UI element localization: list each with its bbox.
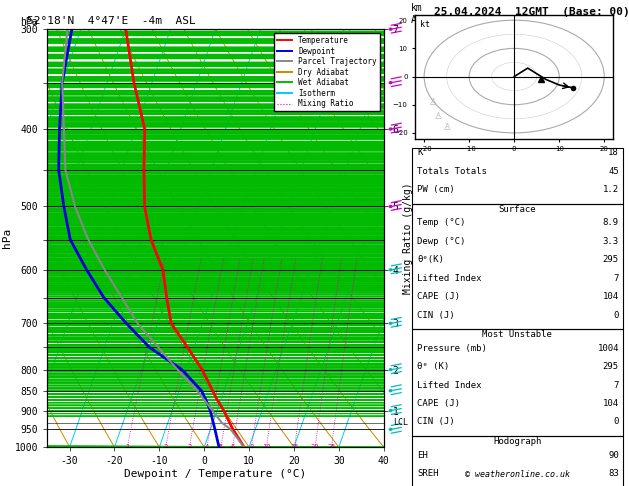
Text: Totals Totals: Totals Totals	[417, 167, 487, 176]
Text: 0: 0	[613, 417, 619, 427]
Text: CAPE (J): CAPE (J)	[417, 399, 460, 408]
Text: kt: kt	[420, 20, 430, 29]
Y-axis label: hPa: hPa	[2, 228, 12, 248]
Text: 15: 15	[290, 444, 299, 450]
Text: 25: 25	[327, 444, 336, 450]
Text: CIN (J): CIN (J)	[417, 311, 455, 320]
Text: 295: 295	[603, 255, 619, 264]
Text: © weatheronline.co.uk: © weatheronline.co.uk	[465, 469, 570, 479]
Text: 45: 45	[608, 167, 619, 176]
Text: θᵉ (K): θᵉ (K)	[417, 362, 449, 371]
Text: Hodograph: Hodograph	[493, 437, 542, 446]
Text: CAPE (J): CAPE (J)	[417, 292, 460, 301]
X-axis label: Dewpoint / Temperature (°C): Dewpoint / Temperature (°C)	[125, 469, 306, 479]
Text: 1.2: 1.2	[603, 185, 619, 194]
Text: θᵉ(K): θᵉ(K)	[417, 255, 444, 264]
Text: 5: 5	[219, 444, 223, 450]
Text: hPa: hPa	[20, 17, 38, 27]
Text: Temp (°C): Temp (°C)	[417, 218, 465, 227]
Text: Lifted Index: Lifted Index	[417, 274, 482, 283]
Text: 295: 295	[603, 362, 619, 371]
Legend: Temperature, Dewpoint, Parcel Trajectory, Dry Adiabat, Wet Adiabat, Isotherm, Mi: Temperature, Dewpoint, Parcel Trajectory…	[274, 33, 380, 111]
Text: 90: 90	[608, 451, 619, 460]
Text: 0: 0	[613, 311, 619, 320]
Text: 7: 7	[613, 381, 619, 390]
Text: EH: EH	[417, 451, 428, 460]
Text: LCL: LCL	[393, 418, 408, 427]
Text: Surface: Surface	[499, 205, 536, 214]
Text: 20: 20	[311, 444, 320, 450]
Text: 52°18'N  4°47'E  -4m  ASL: 52°18'N 4°47'E -4m ASL	[27, 16, 196, 26]
Text: Lifted Index: Lifted Index	[417, 381, 482, 390]
Text: 2: 2	[164, 444, 168, 450]
Text: 7: 7	[613, 274, 619, 283]
Text: 3.3: 3.3	[603, 237, 619, 246]
Text: 8: 8	[249, 444, 253, 450]
Text: CIN (J): CIN (J)	[417, 417, 455, 427]
Text: 6: 6	[230, 444, 235, 450]
Text: 104: 104	[603, 292, 619, 301]
Text: 104: 104	[603, 399, 619, 408]
Text: 3: 3	[187, 444, 192, 450]
Text: K: K	[417, 148, 423, 157]
Text: Most Unstable: Most Unstable	[482, 330, 552, 339]
Text: Pressure (mb): Pressure (mb)	[417, 344, 487, 353]
Text: 25.04.2024  12GMT  (Base: 00): 25.04.2024 12GMT (Base: 00)	[433, 7, 629, 17]
Text: SREH: SREH	[417, 469, 438, 478]
Text: PW (cm): PW (cm)	[417, 185, 455, 194]
Text: 10: 10	[262, 444, 270, 450]
Text: 8.9: 8.9	[603, 218, 619, 227]
Text: 83: 83	[608, 469, 619, 478]
Text: ♙: ♙	[442, 122, 451, 132]
Y-axis label: Mixing Ratio (g/kg): Mixing Ratio (g/kg)	[403, 182, 413, 294]
Text: ♙: ♙	[433, 111, 442, 121]
Text: km
ASL: km ASL	[411, 3, 428, 25]
Text: 4: 4	[205, 444, 209, 450]
Text: 1: 1	[125, 444, 130, 450]
Text: 18: 18	[608, 148, 619, 157]
Text: ♙: ♙	[428, 97, 437, 107]
Text: 1004: 1004	[598, 344, 619, 353]
Text: Dewp (°C): Dewp (°C)	[417, 237, 465, 246]
